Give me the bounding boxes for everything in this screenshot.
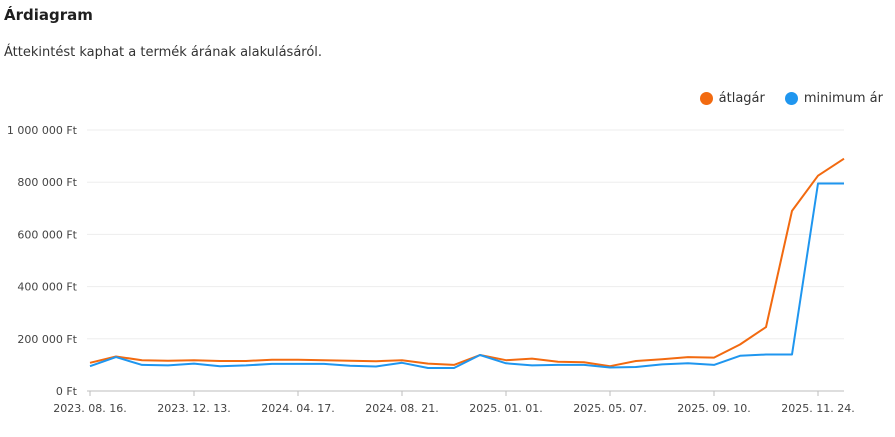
x-tick-label: 2025. 09. 10. [677, 402, 750, 415]
x-tick-label: 2025. 11. 24. [781, 402, 854, 415]
x-tick-label: 2025. 01. 01. [469, 402, 542, 415]
y-tick-label: 400 000 Ft [17, 281, 77, 294]
legend-label-atlagar: átlagár [718, 91, 765, 106]
series-line-atlagar [89, 157, 845, 368]
x-tick-label: 2024. 08. 21. [365, 402, 438, 415]
y-tick-label: 0 Ft [56, 385, 78, 398]
legend-item-atlagar[interactable]: átlagár [699, 91, 765, 106]
x-tick-label: 2024. 04. 17. [261, 402, 334, 415]
chart-legend: átlagár minimum ár [699, 91, 883, 106]
x-tick-label: 2023. 08. 16. [53, 402, 126, 415]
x-tick-label: 2025. 05. 07. [573, 402, 646, 415]
legend-dot-minimum-ar [784, 92, 798, 105]
y-tick-label: 800 000 Ft [17, 176, 77, 189]
legend-dot-atlagar [699, 92, 713, 105]
legend-item-minimum-ar[interactable]: minimum ár [784, 91, 883, 106]
y-tick-label: 200 000 Ft [17, 333, 77, 346]
chart-subtitle: Áttekintést kaphat a termék árának alaku… [4, 45, 323, 60]
y-tick-label: 1 000 000 Ft [7, 124, 78, 137]
chart-title: Árdiagram [4, 6, 93, 24]
y-tick-label: 600 000 Ft [17, 228, 77, 241]
legend-label-minimum-ar: minimum ár [803, 91, 883, 106]
series-line-minimum-ar [89, 182, 844, 369]
x-tick-label: 2023. 12. 13. [157, 402, 230, 415]
